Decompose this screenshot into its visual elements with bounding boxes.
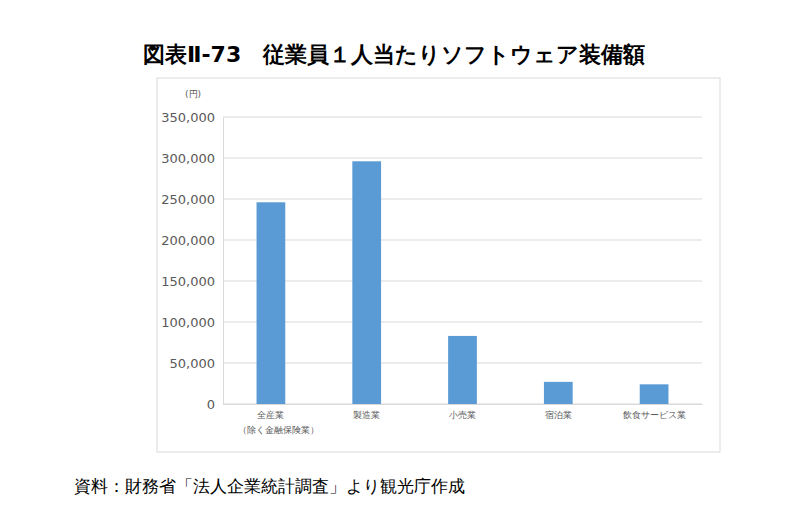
- x-tick: 製造業: [353, 404, 380, 420]
- x-tick-label: 小売業: [449, 410, 476, 420]
- x-tick-label: 全産業 （除く金融保険業）: [238, 410, 319, 434]
- x-tick-label-line: 全産業: [257, 410, 284, 420]
- bar: [448, 336, 477, 404]
- grid-line: [223, 158, 702, 159]
- y-tick: 150,000: [161, 274, 223, 289]
- y-tick-label: 350,000: [161, 110, 215, 125]
- x-tick-label-line: 飲食サービス業: [623, 410, 686, 420]
- x-tick-label-line: 製造業: [353, 410, 380, 420]
- y-tick: 0: [207, 397, 223, 412]
- y-tick-label: 50,000: [170, 356, 216, 371]
- title: 図表Ⅱ-73 従業員１人当たりソフトウェア装備額: [143, 42, 645, 67]
- y-tick-label: 150,000: [161, 274, 215, 289]
- grid-line: [223, 240, 702, 241]
- x-tick-label-line: （除く金融保険業）: [238, 425, 319, 435]
- y-tick-label: 0: [207, 397, 215, 412]
- y-tick-label: 300,000: [161, 151, 215, 166]
- y-axis-label: (円): [185, 89, 201, 99]
- y-axis-line: [223, 118, 224, 405]
- x-tick-label-line: 宿泊業: [545, 410, 572, 420]
- y-tick: 350,000: [161, 110, 223, 125]
- x-axis-line: [224, 404, 703, 405]
- x-tick: 小売業: [449, 404, 476, 420]
- x-tick: 宿泊業: [545, 404, 572, 420]
- x-tick: 全産業 （除く金融保険業）: [238, 404, 319, 435]
- bar: [352, 161, 381, 404]
- chart: 図表Ⅱ-73 従業員１人当たりソフトウェア装備額 (円) 資料：財務省「法人企業統計…: [0, 0, 800, 507]
- y-tick-label: 100,000: [161, 315, 215, 330]
- bar: [544, 382, 573, 404]
- y-tick-label: 250,000: [161, 192, 215, 207]
- y-tick: 250,000: [161, 192, 223, 207]
- x-tick-label: 製造業: [353, 410, 380, 420]
- x-tick-label: 飲食サービス業: [623, 410, 686, 420]
- y-tick: 200,000: [161, 233, 223, 248]
- bars: [257, 161, 669, 404]
- x-axis: 全産業 （除く金融保険業） 製造業 小売業 宿泊業 飲食サービス業: [224, 404, 703, 435]
- grid-line: [223, 322, 702, 323]
- chart-frame: [157, 78, 720, 452]
- x-tick-label: 宿泊業: [545, 410, 572, 420]
- source-note: 資料：財務省「法人企業統計調査」より観光庁作成: [74, 476, 465, 496]
- grid-line: [223, 199, 702, 200]
- y-tick: 100,000: [161, 315, 223, 330]
- y-tick: 50,000: [170, 356, 224, 371]
- grid-line: [223, 117, 702, 118]
- y-axis: 0 50,000 100,000 150,000 200,000 250,000 300,0…: [161, 110, 223, 412]
- y-tick: 300,000: [161, 151, 223, 166]
- grid: [223, 117, 702, 404]
- bar: [640, 384, 669, 404]
- grid-line: [223, 281, 702, 282]
- bar: [257, 202, 286, 404]
- y-tick-label: 200,000: [161, 233, 215, 248]
- x-tick: 飲食サービス業: [623, 404, 686, 420]
- x-tick-label-line: 小売業: [449, 410, 476, 420]
